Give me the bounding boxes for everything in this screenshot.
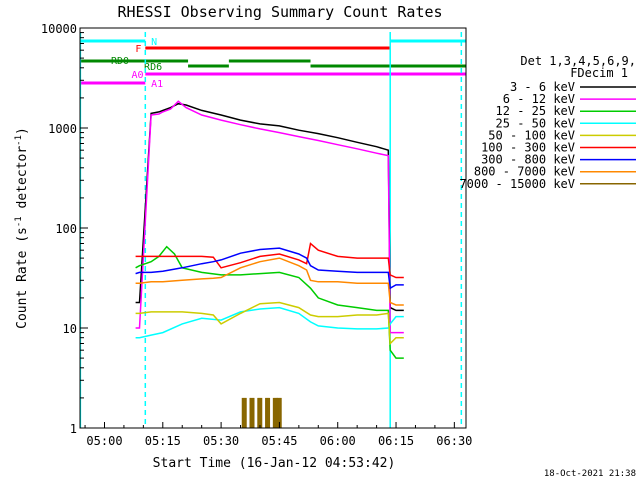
legend-label-1: 6 - 12 keV (503, 92, 575, 106)
legend-header-line1: Det 1,3,4,5,6,9, (520, 54, 636, 68)
x-tick-label-2: 05:30 (203, 434, 239, 448)
x-tick-label-3: 05:45 (261, 434, 297, 448)
series-line-1 (135, 100, 404, 334)
y-axis-label-mid: detector (15, 146, 30, 217)
series-line-2 (135, 245, 404, 359)
series-line-4 (135, 301, 404, 346)
series-line-0 (135, 102, 404, 312)
chart-title: RHESSI Observing Summary Count Rates (117, 3, 442, 21)
legend-label-7: 800 - 7000 keV (474, 165, 575, 179)
series-lines (135, 100, 404, 428)
y-axis-label-sup2: -1 (14, 135, 24, 146)
x-tick-label-1: 05:15 (145, 434, 181, 448)
y-axis-label-end: ) (15, 127, 30, 135)
series-line-6 (135, 247, 404, 290)
series-line-7 (135, 257, 404, 306)
state-label-rd6: RD6 (144, 62, 162, 73)
legend-label-5: 100 - 300 keV (481, 141, 575, 155)
y-tick-label-0: 1 (70, 422, 77, 436)
y-tick-label-4: 10000 (41, 22, 77, 36)
x-tick-label-5: 06:15 (378, 434, 414, 448)
x-tick-label-4: 06:00 (320, 434, 356, 448)
y-axis-ticks: 1 10 100 1000 10000 (41, 22, 88, 436)
legend-label-4: 50 - 100 keV (488, 128, 575, 142)
x-tick-label-0: 05:00 (86, 434, 122, 448)
state-label-n: N (151, 37, 157, 48)
legend-label-8: 7000 - 15000 keV (459, 177, 575, 191)
series-line-3 (135, 306, 404, 339)
x-axis-ticks: 05:00 05:15 05:30 05:45 06:00 06:15 06:30 (84, 422, 472, 448)
legend-label-0: 3 - 6 keV (510, 80, 575, 94)
state-label-f: F (135, 44, 141, 55)
footer-date: 18-Oct-2021 21:38 (544, 469, 636, 479)
y-axis-label: Count Rate (s-1 detector-1) (14, 127, 30, 329)
legend-label-2: 12 - 25 keV (496, 104, 575, 118)
y-tick-label-1: 10 (63, 322, 77, 336)
legend-label-3: 25 - 50 keV (496, 116, 575, 130)
series-line-5 (135, 242, 404, 279)
state-label-a1: A1 (151, 79, 163, 90)
state-label-a0: A0 (132, 70, 144, 81)
legend-label-6: 300 - 800 keV (481, 153, 575, 167)
x-axis-label: Start Time (16-Jan-12 04:53:42) (153, 456, 396, 471)
legend-header-line2: FDecim 1 (570, 66, 628, 80)
y-axis-label-main: Count Rate (s (15, 227, 30, 329)
y-axis-label-sup1: -1 (14, 216, 24, 227)
state-label-rd0: RD0 (111, 56, 129, 67)
y-tick-label-3: 1000 (48, 122, 77, 136)
y-tick-label-2: 100 (55, 222, 77, 236)
x-tick-label-6: 06:30 (436, 434, 472, 448)
